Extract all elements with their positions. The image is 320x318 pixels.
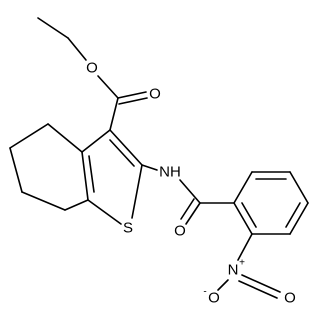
- bond: [109, 139, 135, 167]
- atom-label: O: [284, 290, 296, 307]
- atom-label: O: [208, 290, 220, 307]
- bond: [81, 129, 111, 153]
- atom-labels: O O NH S O N + O - O: [86, 60, 296, 307]
- structure: O O NH S O N + O - O: [9, 17, 309, 307]
- atom-label: S: [123, 220, 133, 237]
- bond: [237, 233, 253, 261]
- bond: [97, 75, 119, 99]
- bond: [289, 171, 309, 204]
- atom-label: NH: [159, 164, 181, 181]
- bonds: [9, 17, 309, 299]
- atom-label: O: [149, 86, 161, 103]
- bond: [141, 164, 158, 171]
- bond: [109, 97, 119, 131]
- bond: [179, 179, 201, 204]
- bond: [241, 274, 281, 293]
- bond: [88, 155, 95, 193]
- atom-label: O: [86, 60, 98, 77]
- bond: [64, 199, 89, 211]
- bond: [285, 202, 301, 228]
- bond: [87, 199, 122, 225]
- bond: [185, 202, 201, 225]
- bond: [9, 147, 23, 193]
- bond: [21, 191, 66, 211]
- bond: [81, 151, 89, 201]
- bond: [233, 202, 253, 235]
- bond: [109, 129, 143, 166]
- bond: [37, 17, 69, 39]
- atom-label: N: [228, 262, 239, 279]
- bond: [238, 280, 278, 299]
- charge: +: [239, 258, 245, 269]
- bond: [180, 198, 195, 220]
- bond: [47, 123, 83, 153]
- charge: -: [203, 287, 206, 298]
- bond: [241, 202, 257, 228]
- bond: [67, 37, 87, 61]
- bond: [131, 164, 143, 219]
- bond: [9, 123, 49, 149]
- bond: [117, 91, 147, 99]
- bond: [118, 97, 148, 105]
- bond: [217, 279, 229, 291]
- bond: [233, 171, 253, 204]
- atom-label: O: [174, 223, 186, 240]
- bond: [289, 202, 309, 235]
